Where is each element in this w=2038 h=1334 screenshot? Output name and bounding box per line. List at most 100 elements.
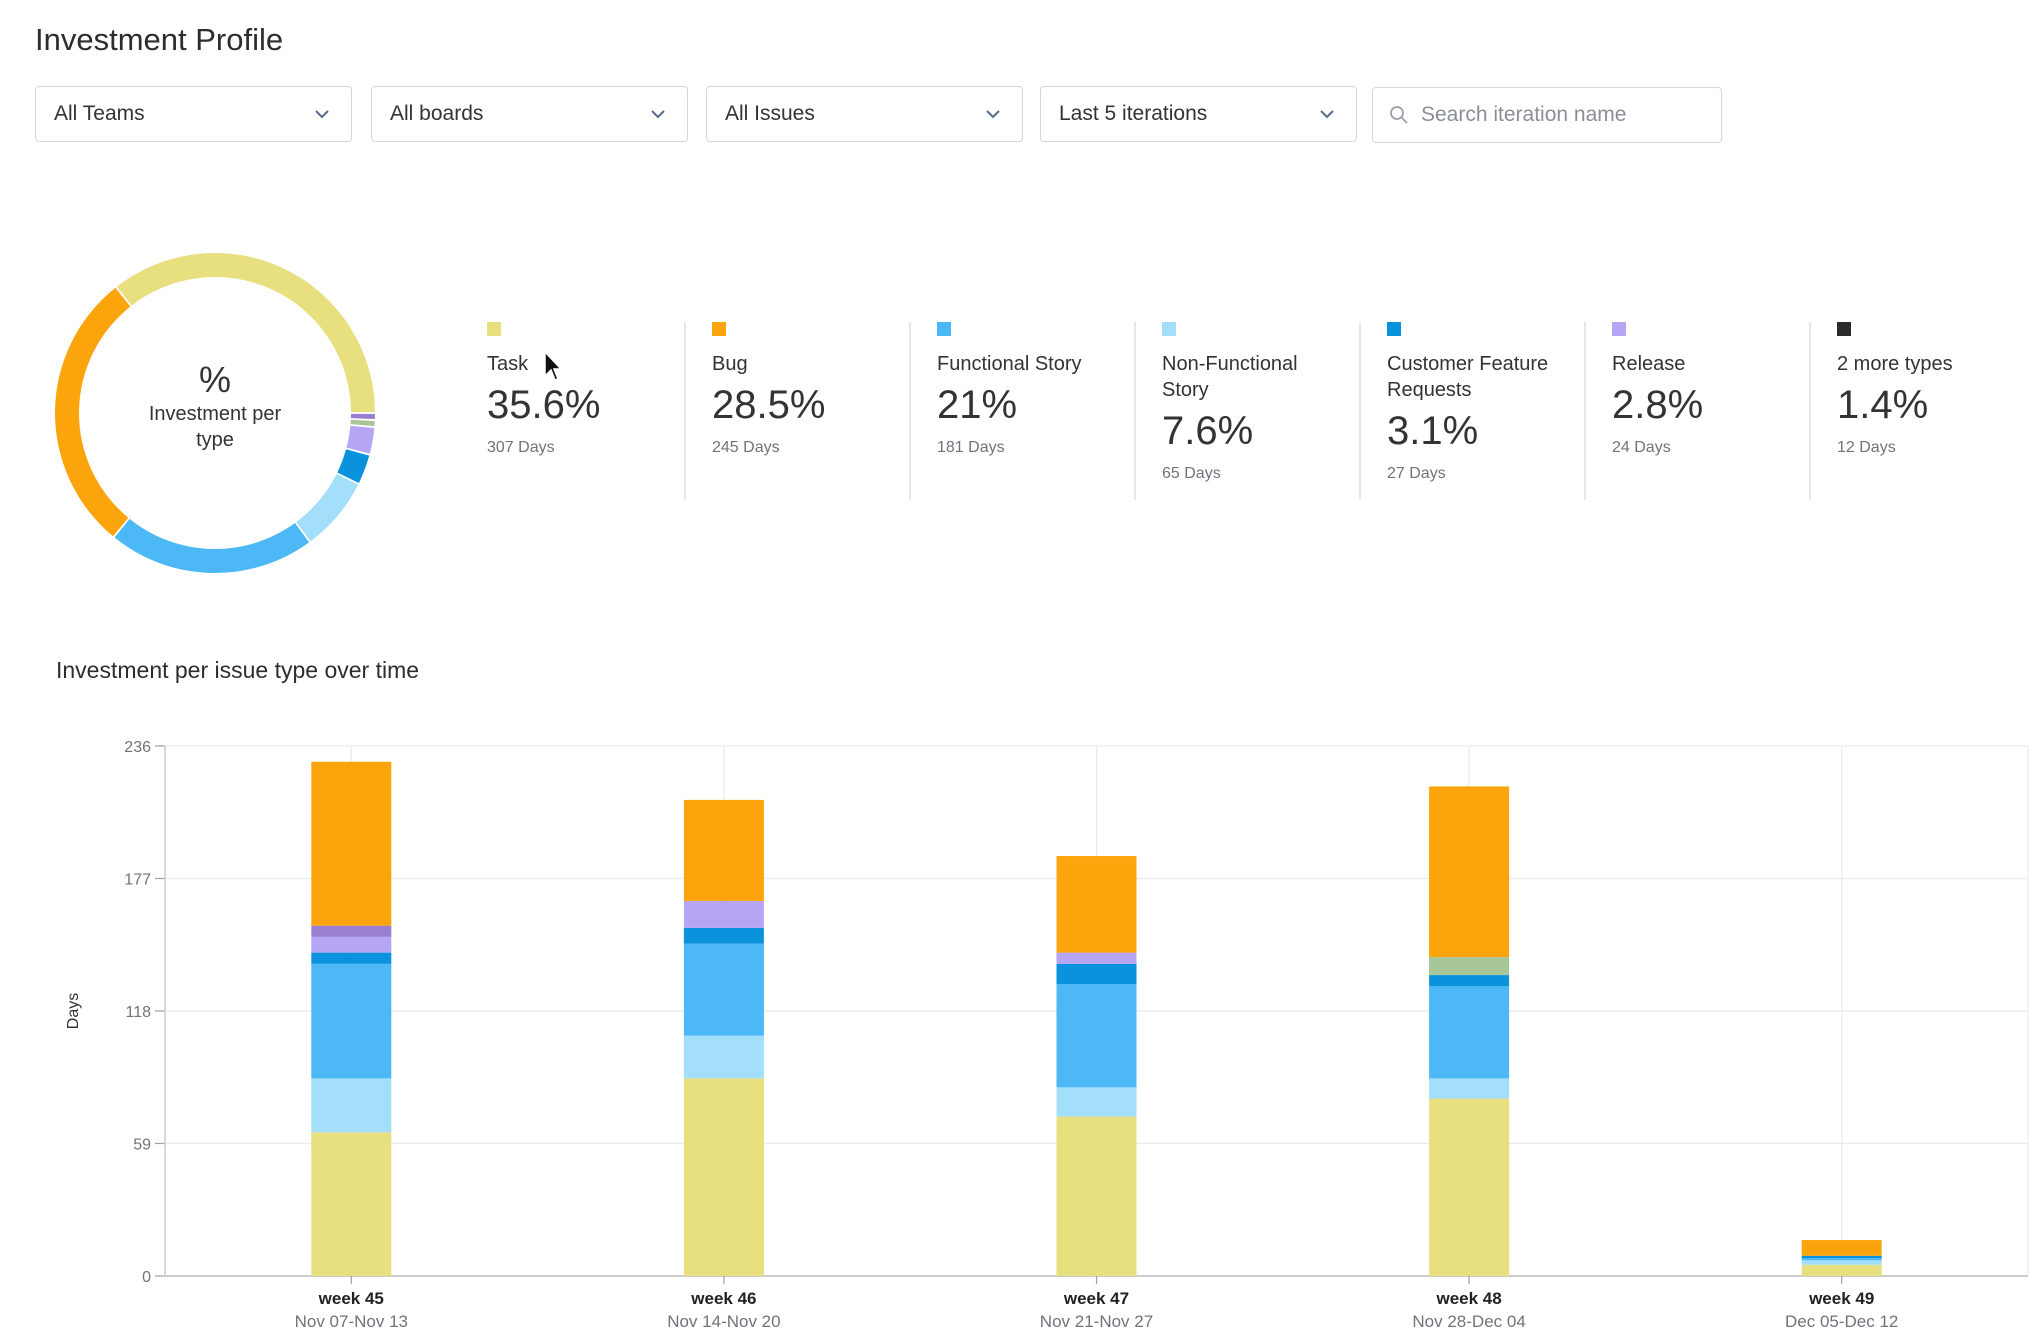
x-tick-label: week 46: [690, 1289, 756, 1308]
legend-swatch: [1837, 322, 1851, 336]
bar-segment: [1429, 1098, 1510, 1276]
chevron-down-icon: [986, 110, 1000, 119]
legend-days: 245 Days: [712, 439, 780, 456]
donut-segment: [114, 518, 310, 573]
bar-segment: [683, 900, 764, 928]
bar-segment: [683, 943, 764, 1036]
investment-donut-chart: [54, 252, 375, 573]
bar-segment: [311, 936, 392, 953]
x-tick-sublabel: Nov 21-Nov 27: [1040, 1312, 1153, 1331]
bar-segment: [1056, 856, 1137, 953]
legend-swatch: [1612, 322, 1626, 336]
x-tick-label: week 45: [318, 1289, 384, 1308]
donut-segment: [337, 449, 370, 483]
bar-segment: [311, 952, 392, 964]
legend-item-release[interactable]: Release 2.8% 24 Days: [1584, 322, 1812, 500]
legend-percent: 28.5%: [712, 383, 826, 427]
donut-segment: [116, 252, 375, 413]
bar-segment: [311, 963, 392, 1079]
bar-segment: [311, 1078, 392, 1133]
legend-item-bug[interactable]: Bug 28.5% 245 Days: [684, 322, 912, 500]
bar-segment: [1801, 1240, 1882, 1256]
search-icon: [1390, 106, 1408, 124]
investment-over-time-bar-chart: 0 59 118 177 236 Days week 45 Nov 07-Nov 13 week…: [65, 739, 2029, 1331]
bar-segment: [1801, 1260, 1882, 1265]
y-tick-label: 177: [124, 872, 151, 889]
legend-days: 27 Days: [1387, 465, 1446, 482]
legend-swatch: [1387, 322, 1401, 336]
bar-segment: [1056, 1116, 1137, 1276]
donut-segment: [296, 473, 359, 542]
legend-item-non-functional-story[interactable]: Non-Functional Story 7.6% 65 Days: [1134, 322, 1362, 500]
bar-segment: [683, 1035, 764, 1079]
x-tick-sublabel: Dec 05-Dec 12: [1785, 1312, 1898, 1331]
x-tick-label: week 49: [1808, 1289, 1874, 1308]
donut-segment: [54, 287, 131, 537]
legend-divider: [1584, 322, 1586, 500]
issue-filter-label: All Issues: [725, 102, 815, 125]
legend-days: 24 Days: [1612, 439, 1671, 456]
y-tick-label: 118: [125, 1004, 151, 1021]
iteration-range-label: Last 5 iterations: [1059, 102, 1208, 125]
bar-segment: [1801, 1258, 1882, 1261]
legend-percent: 1.4%: [1837, 383, 1929, 427]
board-filter-dropdown[interactable]: All boards: [371, 86, 688, 142]
legend-item-customer-feature-requests[interactable]: Customer Feature Requests 3.1% 27 Days: [1359, 322, 1587, 500]
page-title: Investment Profile: [35, 22, 284, 57]
bar-segment: [311, 925, 392, 937]
legend-item-more-types[interactable]: 2 more types 1.4% 12 Days: [1809, 322, 2037, 500]
bar-segment: [1801, 1264, 1882, 1276]
bar-segment: [1429, 986, 1510, 1079]
y-tick-label: 236: [124, 739, 151, 756]
legend-days: 65 Days: [1162, 465, 1221, 482]
legend-swatch: [712, 322, 726, 336]
bar-segment: [683, 1078, 764, 1276]
legend-divider: [909, 322, 911, 500]
legend-name: Bug: [712, 353, 748, 375]
bar-segment: [1429, 786, 1510, 958]
iteration-search-input[interactable]: [1419, 102, 1703, 128]
bar-segment: [1056, 952, 1137, 964]
legend-days: 181 Days: [937, 439, 1005, 456]
chevron-down-icon: [651, 110, 665, 119]
mouse-pointer-icon: [544, 350, 563, 381]
x-tick-label: week 47: [1063, 1289, 1129, 1308]
legend-item-functional-story[interactable]: Functional Story 21% 181 Days: [909, 322, 1137, 500]
x-tick-sublabel: Nov 07-Nov 13: [295, 1312, 408, 1331]
iteration-search-box[interactable]: [1372, 87, 1722, 143]
legend-percent: 3.1%: [1387, 409, 1479, 453]
bar-segment: [1429, 957, 1510, 976]
y-tick-label: 0: [142, 1269, 151, 1286]
legend-days: 12 Days: [1837, 439, 1896, 456]
legend-name: Customer Feature Requests: [1387, 353, 1549, 401]
bar-segment: [1429, 1078, 1510, 1099]
bar-segment: [1056, 963, 1137, 985]
legend-swatch: [937, 322, 951, 336]
donut-segment: [346, 425, 375, 454]
chart-section-title: Investment per issue type over time: [56, 657, 420, 683]
legend-item-task[interactable]: Task 35.6% 307 Days: [487, 322, 687, 500]
board-filter-label: All boards: [390, 102, 484, 125]
bar-segment: [1056, 1087, 1137, 1117]
x-tick-sublabel: Nov 28-Dec 04: [1412, 1312, 1525, 1331]
bar-segment: [1801, 1255, 1882, 1259]
issue-filter-dropdown[interactable]: All Issues: [706, 86, 1023, 142]
bar-segment: [1429, 975, 1510, 987]
legend-percent: 2.8%: [1612, 383, 1704, 427]
x-tick-label: week 48: [1435, 1289, 1501, 1308]
team-filter-dropdown[interactable]: All Teams: [35, 86, 352, 142]
legend-divider: [684, 322, 686, 500]
legend-name: Functional Story: [937, 353, 1082, 375]
legend-divider: [1359, 322, 1361, 500]
legend-name: Non-Functional Story: [1162, 353, 1298, 401]
bar-segment: [311, 761, 392, 926]
donut-segment: [350, 419, 375, 427]
legend-percent: 21%: [937, 383, 1018, 427]
legend-name: 2 more types: [1837, 353, 1953, 375]
iteration-range-dropdown[interactable]: Last 5 iterations: [1040, 86, 1357, 142]
chevron-down-icon: [315, 110, 329, 119]
legend-name: Release: [1612, 353, 1686, 375]
legend-swatch: [1162, 322, 1176, 336]
bar-segment: [683, 927, 764, 944]
team-filter-label: All Teams: [54, 102, 145, 125]
